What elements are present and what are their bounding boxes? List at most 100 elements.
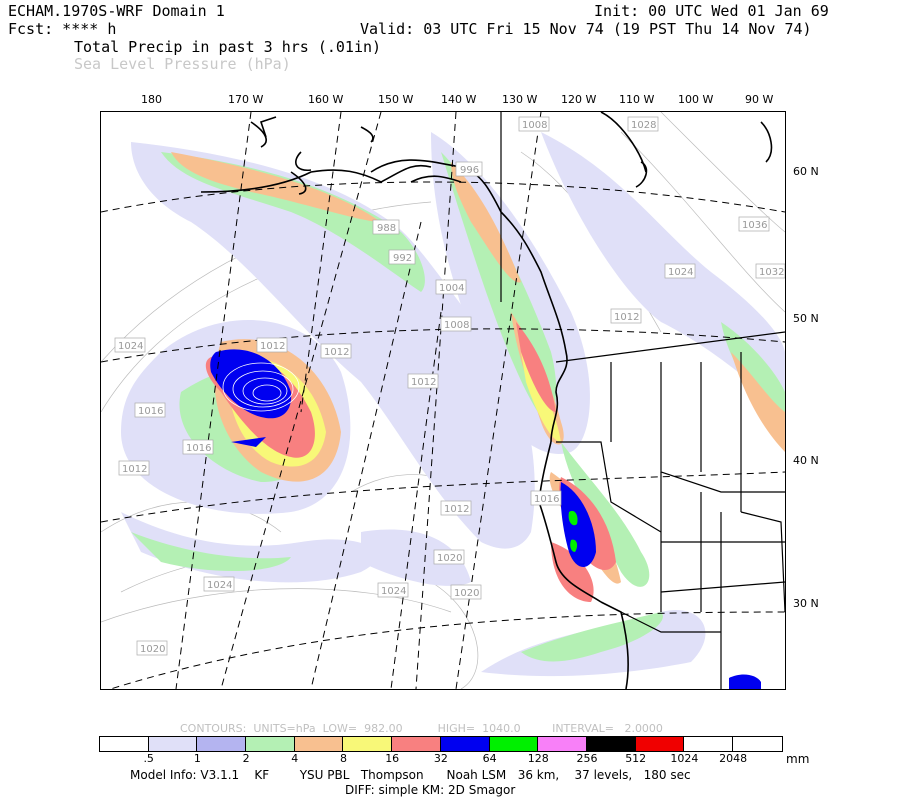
slp-label: 1012 bbox=[256, 337, 288, 353]
svg-text:1012: 1012 bbox=[324, 347, 349, 358]
lon-label: 110 W bbox=[619, 93, 655, 106]
svg-text:996: 996 bbox=[460, 165, 479, 176]
contour-low: LOW= 982.00 bbox=[322, 722, 403, 735]
model-diff: DIFF: simple KM: 2D Smagor bbox=[345, 783, 516, 797]
lat-label: 60 N bbox=[793, 165, 819, 178]
colorbar-tick-label: .5 bbox=[143, 752, 154, 765]
colorbar-swatch bbox=[148, 737, 198, 751]
colorbar-swatch bbox=[100, 737, 149, 751]
svg-text:1008: 1008 bbox=[522, 120, 547, 131]
colorbar-tick-label: 16 bbox=[385, 752, 400, 765]
svg-text:1036: 1036 bbox=[742, 220, 767, 231]
svg-text:988: 988 bbox=[377, 223, 396, 234]
lat-label: 40 N bbox=[793, 454, 819, 467]
model-info: Model Info: V3.1.1 KF YSU PBL Thompson N… bbox=[130, 768, 691, 782]
slp-label: 1008 bbox=[440, 316, 472, 332]
lon-label: 120 W bbox=[561, 93, 597, 106]
lon-label: 150 W bbox=[378, 93, 414, 106]
colorbar-swatch bbox=[635, 737, 685, 751]
slp-label: 1020 bbox=[450, 584, 482, 600]
svg-text:1032: 1032 bbox=[759, 267, 784, 278]
lon-label: 160 W bbox=[308, 93, 344, 106]
field-title-slp: Sea Level Pressure (hPa) bbox=[74, 55, 291, 73]
colorbar-swatch bbox=[246, 737, 295, 751]
colorbar-swatch bbox=[294, 737, 344, 751]
svg-text:1012: 1012 bbox=[614, 312, 639, 323]
lon-label: 100 W bbox=[678, 93, 714, 106]
slp-label: 1028 bbox=[627, 116, 659, 132]
colorbar-tick-label: 1024 bbox=[670, 752, 699, 765]
colorbar-tick-label: 256 bbox=[576, 752, 598, 765]
lon-label: 90 W bbox=[745, 93, 774, 106]
svg-text:1008: 1008 bbox=[444, 320, 469, 331]
colorbar-tick-label: 8 bbox=[340, 752, 347, 765]
slp-label: 992 bbox=[388, 249, 416, 265]
colorbar-tick-label: 2 bbox=[242, 752, 250, 765]
colorbar-swatch bbox=[586, 737, 636, 751]
svg-text:1004: 1004 bbox=[439, 283, 464, 294]
slp-label: 1020 bbox=[433, 549, 465, 565]
slp-label: 1008 bbox=[518, 116, 550, 132]
svg-text:1012: 1012 bbox=[444, 504, 469, 515]
svg-text:1012: 1012 bbox=[122, 464, 147, 475]
colorbar-tick-label: 1 bbox=[193, 752, 201, 765]
slp-label: 1032 bbox=[755, 263, 785, 279]
lon-label: 130 W bbox=[502, 93, 538, 106]
colorbar-swatch bbox=[684, 737, 733, 751]
svg-text:1020: 1020 bbox=[437, 553, 462, 564]
colorbar-tick-label: 2048 bbox=[719, 752, 748, 765]
colorbar-swatch bbox=[197, 737, 247, 751]
svg-text:992: 992 bbox=[393, 253, 412, 264]
field-title-precip: Total Precip in past 3 hrs (.01in) bbox=[74, 38, 382, 56]
slp-label: 1024 bbox=[114, 337, 146, 353]
slp-label: 1012 bbox=[320, 343, 352, 359]
contour-interval: INTERVAL= 2.0000 bbox=[552, 722, 663, 735]
svg-text:1020: 1020 bbox=[140, 644, 165, 655]
svg-text:1016: 1016 bbox=[138, 406, 163, 417]
svg-text:1024: 1024 bbox=[668, 267, 693, 278]
colorbar-units: mm bbox=[786, 752, 810, 766]
political-borders bbox=[500, 112, 785, 689]
svg-text:1012: 1012 bbox=[260, 341, 285, 352]
init-time: Init: 00 UTC Wed 01 Jan 69 bbox=[594, 2, 829, 20]
colorbar-swatch bbox=[489, 737, 539, 751]
svg-text:1020: 1020 bbox=[454, 588, 479, 599]
colorbar-swatch bbox=[440, 737, 490, 751]
slp-label: 1016 bbox=[134, 402, 166, 418]
lat-label: 50 N bbox=[793, 312, 819, 325]
slp-label: 988 bbox=[372, 219, 400, 235]
lon-label: 140 W bbox=[441, 93, 477, 106]
map-panel: 1008 1028 1036 996 1024 1032 988 992 101… bbox=[100, 111, 786, 690]
svg-text:1016: 1016 bbox=[186, 443, 211, 454]
slp-label: 1020 bbox=[136, 640, 168, 656]
colorbar-swatch bbox=[732, 737, 782, 751]
lon-label: 180 bbox=[141, 93, 162, 106]
svg-text:1024: 1024 bbox=[207, 580, 232, 591]
slp-label: 1024 bbox=[664, 263, 696, 279]
colorbar-tick-label: 64 bbox=[482, 752, 497, 765]
slp-label: 1012 bbox=[440, 500, 472, 516]
coastlines bbox=[200, 112, 773, 689]
contour-info-label: CONTOURS: bbox=[180, 722, 247, 735]
lat-label: 30 N bbox=[793, 597, 819, 610]
svg-text:1024: 1024 bbox=[381, 586, 406, 597]
svg-text:1012: 1012 bbox=[411, 377, 436, 388]
slp-label: 1024 bbox=[203, 576, 235, 592]
model-title: ECHAM.1970S-WRF Domain 1 bbox=[8, 2, 225, 20]
precip-shading bbox=[121, 132, 785, 689]
colorbar-tick-label: 128 bbox=[527, 752, 549, 765]
lon-label: 170 W bbox=[228, 93, 264, 106]
colorbar bbox=[99, 736, 783, 752]
slp-label: 1004 bbox=[435, 279, 467, 295]
slp-label: 996 bbox=[455, 161, 483, 177]
colorbar-swatch bbox=[343, 737, 393, 751]
colorbar-tick-label: 32 bbox=[433, 752, 448, 765]
svg-text:1028: 1028 bbox=[631, 120, 656, 131]
contour-info: CONTOURS: UNITS=hPa LOW= 982.00 HIGH= 10… bbox=[180, 722, 663, 735]
contour-high: HIGH= 1040.0 bbox=[437, 722, 521, 735]
svg-text:1016: 1016 bbox=[534, 494, 559, 505]
slp-label: 1024 bbox=[377, 582, 409, 598]
slp-label: 1016 bbox=[530, 490, 562, 506]
svg-text:1024: 1024 bbox=[118, 341, 143, 352]
valid-time: Valid: 03 UTC Fri 15 Nov 74 (19 PST Thu … bbox=[360, 20, 812, 38]
